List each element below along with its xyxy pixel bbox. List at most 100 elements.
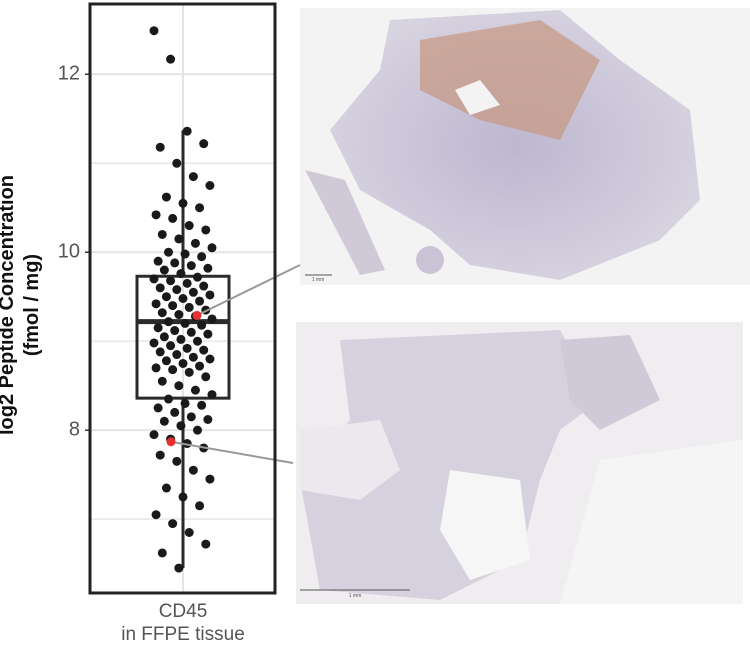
data-point — [157, 229, 167, 239]
data-point — [155, 347, 165, 357]
data-point — [178, 492, 188, 502]
data-point — [164, 317, 173, 327]
data-point — [161, 192, 171, 202]
data-point — [180, 249, 190, 259]
data-point — [203, 415, 213, 425]
data-point — [178, 294, 188, 303]
data-point — [168, 365, 178, 375]
data-point — [178, 358, 188, 368]
data-point — [195, 361, 205, 371]
data-point — [159, 416, 169, 426]
data-point — [186, 261, 196, 271]
data-point — [205, 290, 215, 300]
data-point — [201, 225, 211, 235]
y-tick-label: 8 — [69, 418, 80, 440]
data-point — [201, 539, 211, 549]
scale-label: 1 mm — [349, 593, 362, 599]
data-point — [178, 198, 188, 208]
data-point — [182, 343, 192, 353]
data-point — [168, 213, 178, 223]
connector — [196, 264, 301, 317]
data-point — [149, 274, 159, 284]
data-point — [186, 412, 196, 422]
data-point — [205, 474, 215, 484]
histology-image-top: 1 mm — [300, 8, 750, 285]
y-tick-label: 12 — [58, 63, 80, 85]
data-point — [195, 296, 205, 306]
data-point — [184, 221, 194, 231]
data-point — [166, 437, 176, 447]
data-point — [149, 430, 159, 440]
data-point — [201, 372, 211, 382]
data-point — [190, 385, 200, 395]
data-point — [166, 341, 176, 351]
data-point — [172, 456, 182, 466]
data-point — [203, 329, 213, 339]
data-point — [184, 302, 194, 312]
data-point — [205, 354, 215, 364]
y-axis-label: log2 Peptide Concentration (fmol / mg) — [0, 174, 43, 436]
data-point — [166, 276, 176, 286]
data-point — [188, 352, 198, 362]
data-point — [159, 265, 169, 275]
data-point — [195, 501, 205, 511]
data-point — [159, 332, 169, 342]
data-point — [168, 301, 178, 311]
data-point — [205, 181, 215, 191]
data-point — [174, 234, 184, 244]
data-point — [207, 314, 217, 324]
data-point — [153, 256, 163, 266]
data-point — [155, 283, 165, 293]
data-point — [170, 258, 180, 268]
data-point — [153, 403, 163, 413]
data-point — [199, 281, 209, 291]
data-point — [186, 327, 196, 337]
data-point — [174, 563, 184, 573]
data-point — [151, 363, 161, 373]
data-point — [176, 269, 186, 279]
data-point — [197, 400, 207, 410]
y-tick-label: 10 — [58, 241, 80, 263]
data-point — [164, 394, 173, 404]
data-point — [184, 367, 194, 377]
data-point — [161, 356, 171, 366]
data-point — [188, 287, 198, 297]
data-point — [161, 483, 171, 493]
data-point — [207, 243, 217, 253]
data-point — [190, 238, 200, 248]
data-point — [197, 320, 207, 330]
data-point — [172, 158, 182, 168]
data-point — [151, 210, 161, 220]
data-point — [170, 407, 180, 417]
data-point — [151, 299, 161, 309]
data-point — [203, 263, 213, 273]
data-point — [172, 285, 182, 295]
data-point — [174, 310, 184, 320]
data-point — [199, 345, 209, 355]
data-point — [176, 334, 186, 344]
data-point — [188, 172, 198, 182]
data-point — [180, 318, 190, 328]
data-point — [168, 519, 178, 529]
data-point — [157, 376, 167, 386]
data-point — [157, 548, 167, 558]
data-point — [182, 278, 192, 288]
data-point — [174, 381, 184, 391]
scale-label: 1 mm — [312, 277, 325, 283]
data-point — [180, 398, 190, 408]
data-point — [193, 272, 202, 282]
data-point — [182, 126, 192, 136]
data-point — [199, 139, 209, 149]
plot-area: 8 10 12 — [58, 2, 301, 595]
data-point — [149, 338, 159, 348]
x-tick-label: CD45 in FFPE tissue — [121, 601, 245, 645]
data-point — [192, 310, 202, 320]
data-point — [193, 425, 202, 435]
data-point — [157, 308, 167, 318]
data-point — [151, 510, 161, 520]
data-point — [153, 323, 163, 333]
data-point — [197, 252, 207, 262]
data-point — [172, 350, 182, 360]
